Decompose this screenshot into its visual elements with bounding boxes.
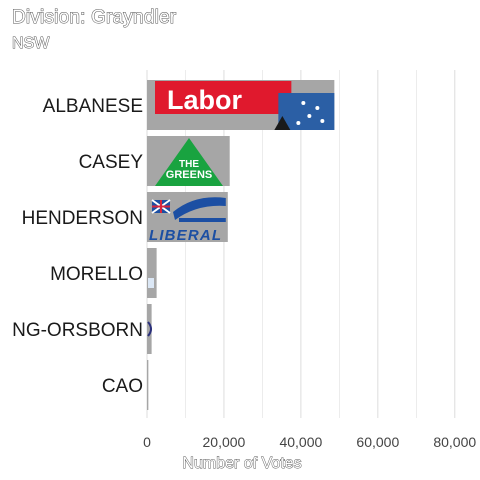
y-tick-label: ALBANESE <box>43 96 143 117</box>
greens-logo-text-2: GREENS <box>166 169 212 181</box>
y-tick-label: MORELLO <box>50 264 143 285</box>
x-tick-label: 20,000 <box>203 434 246 450</box>
morello-logo <box>148 278 154 288</box>
y-tick-label: CAO <box>102 376 143 397</box>
x-tick-label: 0 <box>143 434 151 450</box>
x-tick-label: 40,000 <box>279 434 322 450</box>
labor-logo-text: Labor <box>167 85 242 115</box>
x-axis-title: Number of Votes <box>182 455 301 472</box>
y-tick-labels: ALBANESE CASEY HENDERSON MORELLO NG-ORSBORN C… <box>12 96 143 397</box>
x-tick-labels: 0 20,000 40,000 60,000 80,000 <box>143 434 476 450</box>
chart-title: Division: Grayndler <box>11 7 177 29</box>
ng-orsborn-logo <box>147 321 152 337</box>
bar-ng-orsborn <box>147 304 152 354</box>
y-tick-label: NG-ORSBORN <box>12 320 143 341</box>
chart-subtitle: NSW <box>11 35 50 53</box>
bar-morello <box>147 248 157 298</box>
liberal-logo-text: LIBERAL <box>149 227 221 244</box>
bar-cao <box>147 360 149 410</box>
x-tick-label: 60,000 <box>356 434 399 450</box>
labor-logo: Labor <box>155 81 335 130</box>
greens-logo-text-1: THE <box>179 159 199 170</box>
liberal-logo: LIBERAL <box>149 197 226 244</box>
x-tick-label: 80,000 <box>433 434 476 450</box>
y-tick-label: CASEY <box>79 152 144 173</box>
y-tick-label: HENDERSON <box>22 208 143 229</box>
